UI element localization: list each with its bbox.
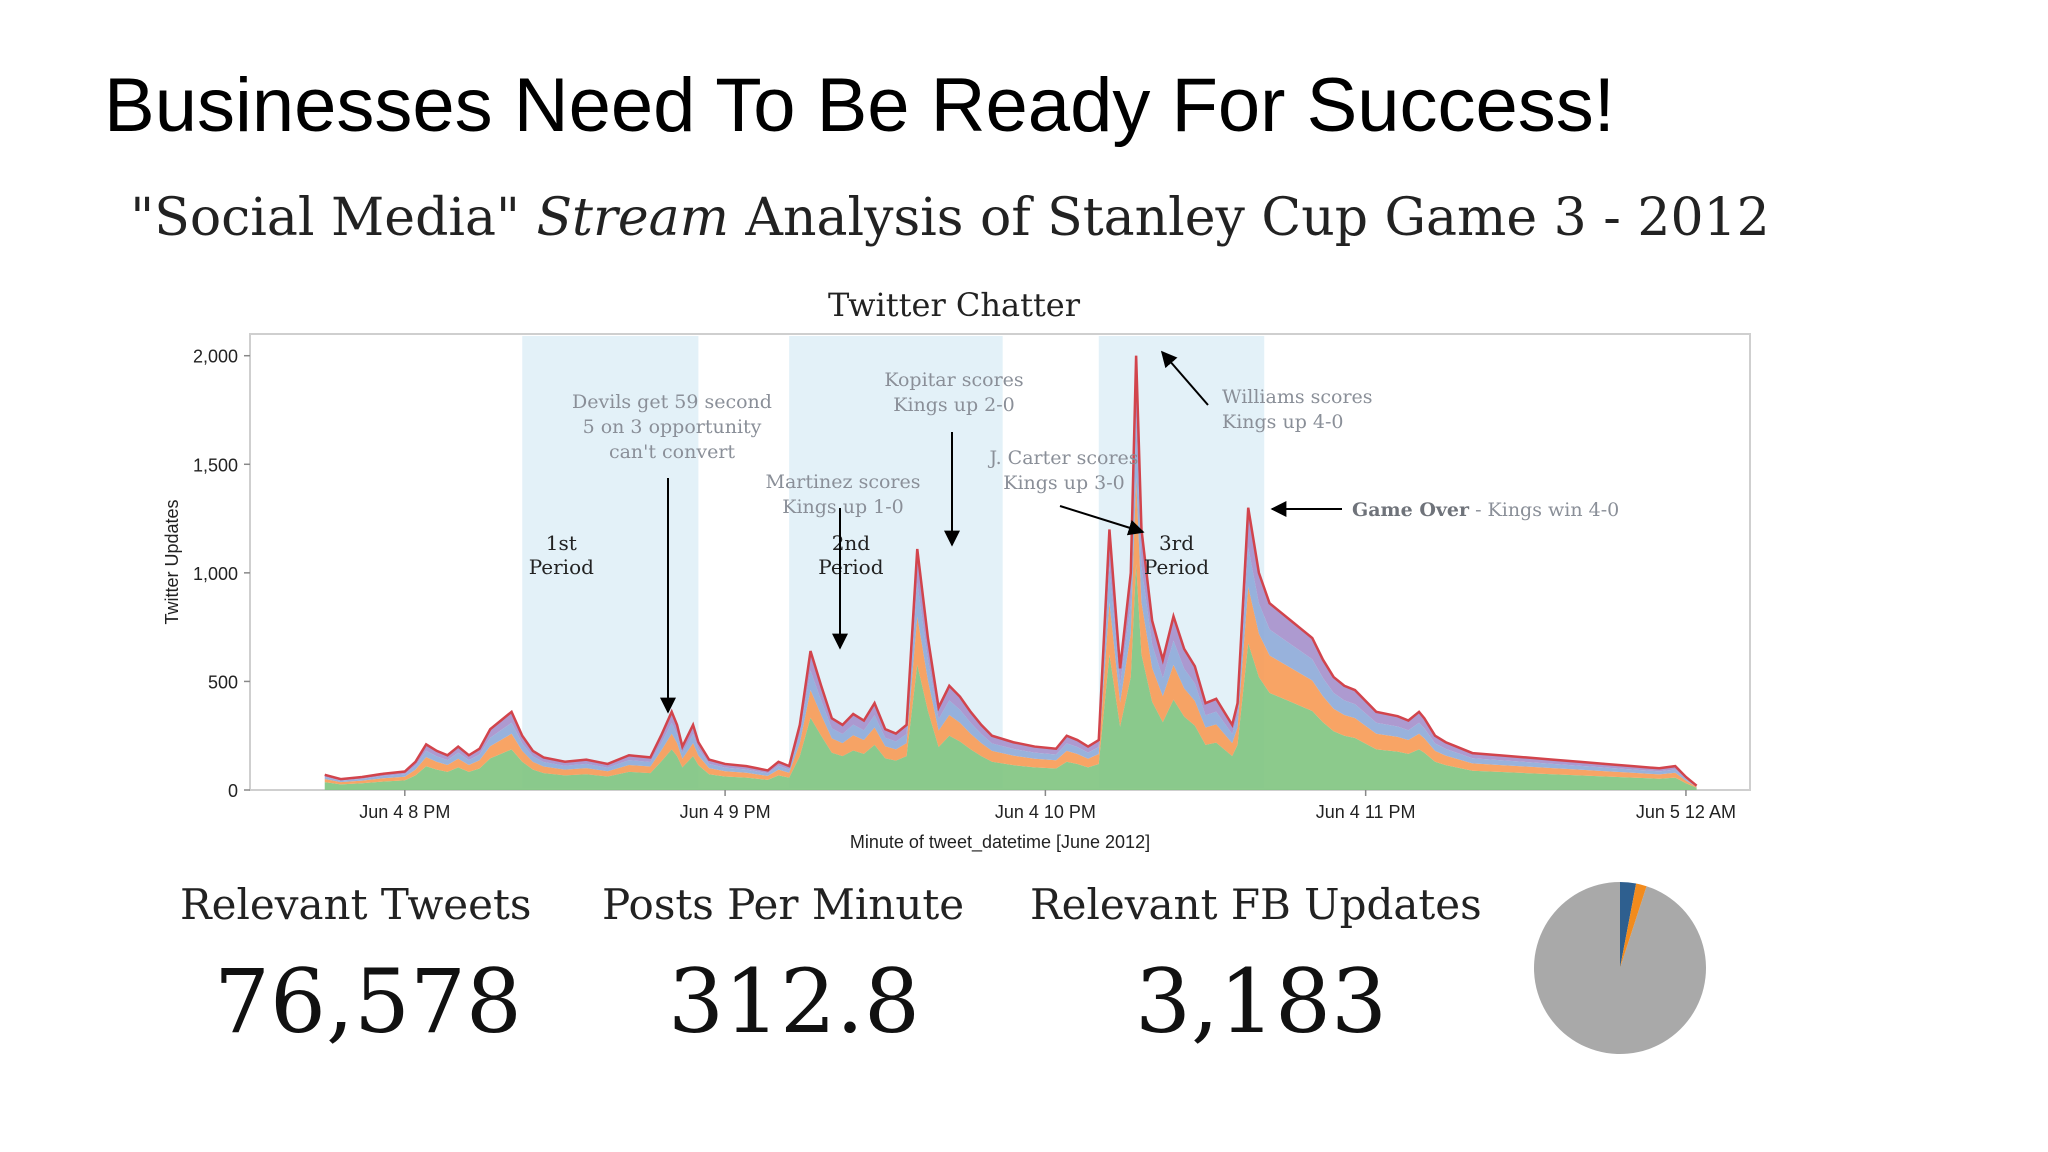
annotation-text-2: Kings up 1-0 (782, 496, 904, 518)
annotation-text-1: 5 on 3 opportunity (583, 416, 762, 438)
stat-value-posts-per-minute: 312.8 (668, 950, 920, 1053)
annotation-arrow-5 (1160, 350, 1209, 406)
annotation-text-4: Kings up 3-0 (1003, 472, 1125, 494)
plot-area: 0 500 1,000 1,500 2,000 Jun 4 8 PM Jun 4 9 PM J… (162, 333, 1751, 853)
annotation-text-1: can't convert (609, 441, 735, 463)
y-tick-label: 1,000 (193, 564, 238, 584)
series-total-line (324, 355, 1698, 787)
annotation-text-5: Kings up 4-0 (1222, 411, 1344, 433)
annotation-text-3: Kopitar scores (884, 369, 1023, 391)
stat-label-tweets: Relevant Tweets (180, 880, 532, 929)
annotation-text-3: Kings up 2-0 (893, 394, 1015, 416)
annotation-game-over-rest: - Kings win 4-0 (1469, 499, 1619, 521)
chart-title: Twitter Chatter (828, 286, 1081, 324)
period-label-2: 2nd (832, 531, 871, 555)
x-tick-label: Jun 4 9 PM (680, 802, 771, 822)
period-label-3: 3rd (1159, 531, 1194, 555)
x-tick-label: Jun 4 8 PM (359, 802, 450, 822)
period-label-2: Period (818, 555, 883, 579)
x-axis-label: Minute of tweet_datetime [June 2012] (850, 832, 1150, 853)
pie-slice-blue (1620, 882, 1637, 968)
chart-heading-italic: Stream (536, 188, 729, 248)
annotation-text-4: J. Carter scores (987, 447, 1138, 469)
slide-title: Businesses Need To Be Ready For Success! (104, 63, 1615, 148)
stat-label-posts-per-minute: Posts Per Minute (602, 880, 965, 929)
y-tick-label: 1,500 (193, 455, 238, 475)
annotation-text-2: Martinez scores (765, 471, 920, 493)
period-label-1: Period (529, 555, 594, 579)
pie-slice-orange (1620, 883, 1647, 968)
annotation-text-game-over: Game Over - Kings win 4-0 (1352, 499, 1619, 521)
x-tick-label: Jun 4 11 PM (1316, 802, 1416, 822)
annotation-arrow-4 (1059, 505, 1145, 536)
period-label-1: 1st (546, 531, 577, 555)
stat-label-fb-updates: Relevant FB Updates (1030, 880, 1482, 929)
x-tick-label: Jun 4 10 PM (995, 802, 1096, 822)
y-axis-label: Twitter Updates (162, 499, 182, 624)
annotation-text-1: Devils get 59 second (572, 391, 772, 413)
y-tick-label: 500 (208, 672, 238, 692)
annotation-text-5: Williams scores (1222, 386, 1373, 408)
y-tick-label: 2,000 (193, 347, 238, 367)
chart-heading-pre: "Social Media" (130, 188, 537, 248)
stat-value-tweets: 76,578 (214, 950, 522, 1053)
chart-heading: "Social Media" Stream Analysis of Stanle… (0, 188, 1900, 248)
chart-heading-post: Analysis of Stanley Cup Game 3 - 2012 (728, 188, 1770, 248)
stat-value-fb-updates: 3,183 (1135, 950, 1387, 1053)
x-tick-label: Jun 5 12 AM (1636, 802, 1736, 822)
share-pie-chart (1534, 882, 1706, 1054)
y-tick-label: 0 (228, 781, 238, 801)
annotation-game-over-bold: Game Over (1352, 499, 1470, 521)
period-label-3: Period (1144, 555, 1209, 579)
